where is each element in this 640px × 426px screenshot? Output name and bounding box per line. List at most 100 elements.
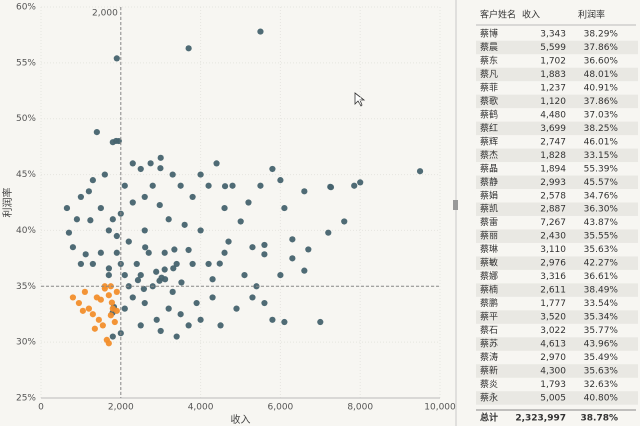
scatter-point xyxy=(105,292,112,299)
scatter-point xyxy=(277,177,284,184)
x-tick-label: 8,000 xyxy=(347,403,373,413)
scatter-point xyxy=(101,171,108,178)
scatter-point xyxy=(249,294,256,301)
scatter-point xyxy=(142,244,149,251)
scatter-point xyxy=(189,260,196,268)
y-tick-label: 45% xyxy=(16,170,36,180)
table-cell: 35.63% xyxy=(584,245,619,255)
table-cell: 蔡楠 xyxy=(480,284,498,296)
table-cell: 33.15% xyxy=(584,151,619,161)
scatter-point xyxy=(357,179,364,186)
scatter-point xyxy=(81,288,88,295)
scatter-point xyxy=(269,316,276,323)
scatter-point xyxy=(177,182,184,189)
table-cell: 1,120 xyxy=(540,97,566,107)
row-stripe xyxy=(476,256,638,270)
scatter-point xyxy=(121,272,128,279)
scatter-point xyxy=(97,204,104,212)
table-cell: 蔡凡 xyxy=(480,68,498,80)
scatter-point xyxy=(156,201,163,209)
table-cell: 40.91% xyxy=(584,83,619,93)
scatter-point xyxy=(113,232,120,240)
table-cell: 3,699 xyxy=(540,124,566,134)
table-cell: 4,480 xyxy=(540,110,566,120)
table-cell: 蔡菲 xyxy=(480,81,498,93)
table-cell: 蔡平 xyxy=(480,311,498,323)
table-cell: 2,430 xyxy=(540,232,566,242)
x-tick-label: 0 xyxy=(38,403,44,413)
scatter-point xyxy=(221,249,228,256)
scatter-point xyxy=(89,260,96,268)
scatter-point xyxy=(205,260,212,268)
scatter-point xyxy=(113,288,120,295)
table-cell: 38.49% xyxy=(584,286,619,296)
scatter-point xyxy=(77,193,84,201)
table-cell: 1,702 xyxy=(540,56,566,66)
scatter-point xyxy=(121,305,128,312)
scatter-point xyxy=(149,182,156,189)
scatter-point xyxy=(351,182,358,189)
scatter-point xyxy=(165,216,172,223)
table-cell: 4,613 xyxy=(540,340,566,350)
row-stripe xyxy=(476,337,638,351)
table-cell: 38.25% xyxy=(584,124,619,134)
scatter-point xyxy=(157,327,164,335)
scatter-point xyxy=(93,129,100,136)
scatter-point xyxy=(109,216,116,223)
scatter-point xyxy=(87,217,94,224)
table-cell: 38.29% xyxy=(584,30,619,40)
row-stripe xyxy=(476,121,638,136)
scatter-point xyxy=(140,285,147,293)
scatter-point xyxy=(113,249,120,256)
table-cell: 蔡鹤 xyxy=(480,108,498,120)
scatter-point xyxy=(89,311,96,318)
scatter-point xyxy=(137,272,144,279)
scatter-point xyxy=(169,171,176,178)
scatter-point xyxy=(85,188,92,195)
scatter-point xyxy=(216,260,223,267)
scatter-point xyxy=(137,165,144,173)
table-cell: 蔡凯 xyxy=(480,203,498,215)
table-cell: 蔡娟 xyxy=(480,189,498,201)
table-cell: 42.27% xyxy=(584,259,619,269)
scatter-point xyxy=(113,55,120,62)
table-cell: 45.57% xyxy=(584,178,619,188)
scatter-point xyxy=(261,299,268,307)
splitter-handle[interactable] xyxy=(453,200,458,210)
scatter-point xyxy=(161,266,168,273)
scatter-point xyxy=(133,260,140,268)
scatter-point xyxy=(89,177,96,184)
table-cell: 7,267 xyxy=(540,218,566,228)
table-cell: 蔡炎 xyxy=(480,378,498,390)
table-cell: 蔡杰 xyxy=(480,149,498,161)
table-cell: 蔡娜 xyxy=(480,270,498,282)
table-cell: 蔡歌 xyxy=(480,95,498,107)
table-cell: 蔡涛 xyxy=(480,351,498,363)
row-stripe xyxy=(476,202,638,216)
total-cell: 2,323,997 xyxy=(515,414,566,424)
scatter-point xyxy=(221,183,229,190)
x-tick-label: 2,000 xyxy=(108,403,134,413)
scatter-point xyxy=(97,296,104,303)
scatter-point xyxy=(317,318,324,326)
scatter-point xyxy=(105,227,112,234)
scatter-point xyxy=(77,260,84,268)
row-stripe xyxy=(476,310,638,324)
scatter-point xyxy=(245,199,252,206)
scatter-point xyxy=(277,272,284,279)
y-tick-label: 60% xyxy=(16,3,36,13)
scatter-point xyxy=(229,182,236,189)
column-header: 收入 xyxy=(522,9,540,21)
y-tick-label: 55% xyxy=(16,58,36,68)
scatter-point xyxy=(217,322,224,329)
scatter-point xyxy=(171,246,178,253)
scatter-point xyxy=(105,340,112,347)
scatter-point xyxy=(301,188,308,195)
table-cell: 2,747 xyxy=(540,137,566,147)
scatter-point xyxy=(63,204,71,212)
table-cell: 37.86% xyxy=(584,97,619,107)
scatter-point xyxy=(261,241,268,249)
y-tick-label: 50% xyxy=(16,114,36,124)
scatter-point xyxy=(141,193,148,201)
